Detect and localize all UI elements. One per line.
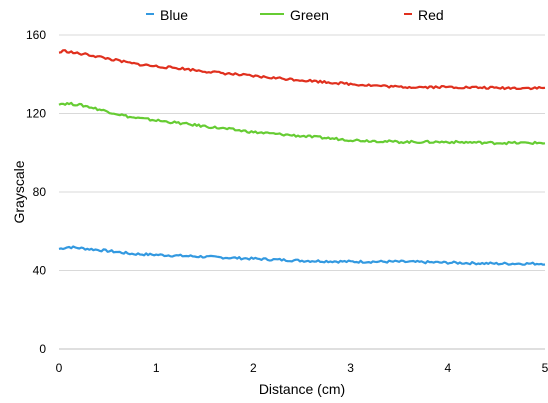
legend-item-red: Red bbox=[404, 7, 444, 23]
y-tick-label: 40 bbox=[33, 264, 47, 278]
y-tick-label: 0 bbox=[39, 342, 46, 356]
y-axis-title: Grayscale bbox=[11, 160, 27, 223]
x-tick-label: 5 bbox=[542, 361, 548, 375]
y-tick-label: 120 bbox=[26, 107, 46, 121]
x-tick-label: 1 bbox=[153, 361, 160, 375]
legend: Blue Green Red bbox=[146, 7, 444, 23]
x-tick-label: 0 bbox=[56, 361, 63, 375]
x-tick-label: 4 bbox=[444, 361, 451, 375]
legend-label-red: Red bbox=[418, 7, 444, 23]
x-tick-label: 2 bbox=[250, 361, 257, 375]
legend-label-green: Green bbox=[290, 7, 329, 23]
y-axis-ticks: 0 40 80 120 160 bbox=[26, 28, 46, 356]
y-tick-label: 160 bbox=[26, 28, 46, 42]
series-line-green bbox=[58, 101, 546, 146]
legend-item-blue: Blue bbox=[146, 7, 188, 23]
x-axis-title: Distance (cm) bbox=[259, 381, 345, 397]
series-line-red bbox=[58, 49, 546, 91]
series-line-blue bbox=[58, 245, 546, 266]
y-tick-label: 80 bbox=[33, 185, 47, 199]
gridlines bbox=[59, 34, 545, 350]
legend-item-green: Green bbox=[260, 7, 329, 23]
x-tick-label: 3 bbox=[347, 361, 354, 375]
series-lines bbox=[58, 49, 546, 266]
x-axis-ticks: 0 1 2 3 4 5 bbox=[56, 361, 548, 375]
legend-label-blue: Blue bbox=[160, 7, 188, 23]
